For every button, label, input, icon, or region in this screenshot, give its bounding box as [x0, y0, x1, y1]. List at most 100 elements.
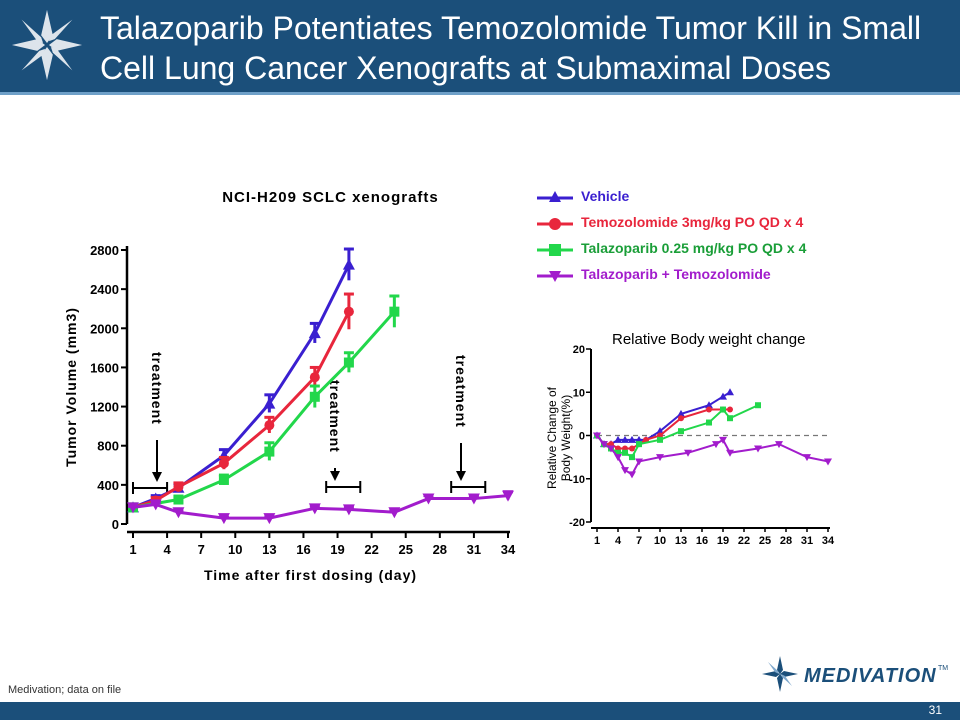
bw-data-point — [727, 406, 733, 413]
x-tick-label: 34 — [501, 542, 516, 557]
treatment-label: treatment — [327, 380, 343, 453]
bw-data-point — [635, 435, 643, 443]
bw-x-tick-label: 1 — [594, 535, 600, 547]
legend-label-combination: Talazoparib + Temozolomide — [581, 266, 771, 282]
bw-data-point — [705, 401, 713, 409]
treatment-arrow-head — [330, 471, 340, 481]
brand-trademark: TM — [938, 665, 948, 672]
y-tick-label: 0 — [112, 517, 119, 532]
bw-data-point — [706, 406, 712, 413]
bw-data-point — [803, 454, 811, 462]
bw-x-tick-label: 25 — [759, 535, 771, 547]
bw-data-point — [615, 449, 621, 456]
bw-data-point — [727, 415, 733, 422]
treatment-arrow-head — [456, 471, 466, 481]
data-point — [173, 494, 184, 505]
data-point — [172, 507, 185, 519]
y-tick-label: 400 — [97, 478, 119, 493]
x-tick-label: 16 — [296, 542, 310, 557]
bw-x-tick-label: 19 — [717, 535, 729, 547]
x-tick-label: 13 — [262, 542, 276, 557]
x-tick-label: 4 — [163, 542, 171, 557]
bw-data-point — [614, 454, 622, 462]
series-line — [132, 494, 509, 520]
bw-y-tick-label: 20 — [573, 344, 585, 356]
brand-wordmark: MEDIVATION — [804, 665, 937, 687]
data-point — [218, 458, 229, 469]
data-point — [342, 258, 355, 270]
data-point — [308, 327, 321, 339]
bw-x-tick-label: 16 — [696, 535, 708, 547]
legend-label-temozolomide: Temozolomide 3mg/kg PO QD x 4 — [581, 214, 804, 230]
treatment-label: treatment — [453, 355, 469, 428]
bw-data-point — [706, 419, 712, 426]
medivation-logo: MEDIVATION TM — [762, 656, 948, 692]
data-point — [309, 372, 320, 383]
y-tick-label: 800 — [97, 439, 119, 454]
bw-x-tick-label: 22 — [738, 535, 750, 547]
x-tick-label: 19 — [330, 542, 344, 557]
bw-data-point — [635, 458, 643, 466]
bw-x-tick-label: 31 — [801, 535, 813, 547]
bw-x-tick-label: 7 — [636, 535, 642, 547]
bw-data-point — [636, 441, 642, 448]
data-point — [264, 446, 275, 457]
data-point — [263, 397, 276, 409]
y-tick-label: 1200 — [90, 400, 119, 415]
bw-data-point — [614, 435, 622, 443]
bw-data-point — [712, 441, 720, 449]
data-point — [343, 357, 354, 368]
source-note: Medivation; data on file — [8, 684, 122, 696]
data-point — [218, 474, 229, 485]
bw-data-point — [621, 435, 629, 443]
bw-data-point — [719, 436, 727, 444]
x-tick-label: 31 — [467, 542, 481, 557]
bw-data-point — [621, 467, 629, 475]
y-tick-label: 2400 — [90, 282, 119, 297]
bw-y-axis-label-line2: Body Weight(%) — [559, 395, 573, 481]
data-point — [217, 513, 230, 525]
y-tick-label: 2800 — [90, 243, 119, 258]
data-point — [308, 503, 321, 515]
data-point — [173, 481, 184, 492]
medivation-star-icon — [11, 9, 83, 81]
legend-symbol-talazoparib — [537, 244, 573, 256]
bw-data-point — [607, 445, 615, 453]
bw-series-line — [596, 391, 731, 446]
x-tick-label: 28 — [433, 542, 447, 557]
bw-data-point — [629, 445, 635, 452]
data-point — [127, 502, 139, 514]
x-tick-label: 22 — [364, 542, 378, 557]
bw-data-point — [754, 445, 762, 453]
bw-x-tick-label: 34 — [822, 535, 835, 547]
chart-title: NCI-H209 SCLC xenografts — [222, 189, 439, 206]
bw-data-point — [628, 435, 636, 443]
bw-y-axis-label-line1: Relative Change of — [545, 386, 559, 489]
data-point — [388, 507, 401, 519]
bodyweight-chart-title: Relative Body weight change — [612, 331, 805, 348]
legend-symbol-combination — [537, 271, 573, 282]
page-number: 31 — [928, 703, 942, 717]
x-tick-label: 25 — [398, 542, 412, 557]
data-point — [389, 306, 400, 317]
title-banner — [0, 0, 960, 92]
legend-label-vehicle: Vehicle — [581, 188, 630, 204]
bw-data-point — [622, 449, 628, 456]
data-point — [309, 391, 320, 402]
treatment-label: treatment — [149, 352, 165, 425]
slide-title: Talazoparib Potentiates Temozolomide Tum… — [100, 10, 922, 86]
bw-x-tick-label: 4 — [615, 535, 622, 547]
bw-data-point — [677, 409, 685, 417]
bw-data-point — [657, 436, 663, 443]
x-tick-label: 1 — [129, 542, 136, 557]
bw-data-point — [643, 436, 649, 443]
bw-x-tick-label: 28 — [780, 535, 792, 547]
footer-bar — [0, 702, 960, 720]
legend-symbol-vehicle — [537, 191, 573, 202]
bw-y-tick-label: 0 — [579, 431, 585, 443]
y-tick-label: 1600 — [90, 360, 119, 375]
title-banner-stripe — [0, 92, 960, 95]
legend-symbol-temozolomide — [537, 218, 573, 230]
data-point — [149, 499, 162, 511]
